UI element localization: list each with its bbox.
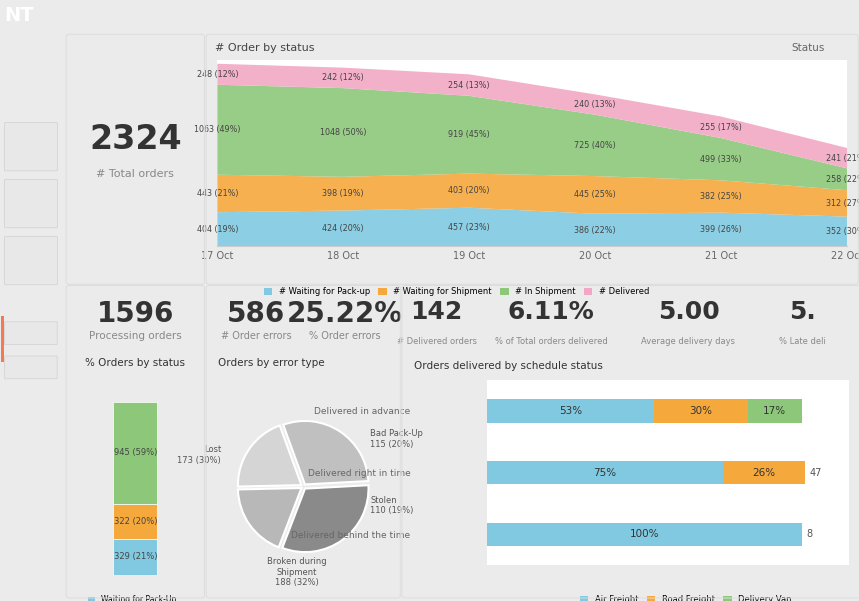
Text: % Orders by status: % Orders by status xyxy=(85,358,186,368)
Text: 248 (12%): 248 (12%) xyxy=(197,70,238,79)
Text: 2324: 2324 xyxy=(89,123,181,156)
FancyBboxPatch shape xyxy=(4,322,58,344)
Text: # Order errors: # Order errors xyxy=(221,331,291,341)
FancyBboxPatch shape xyxy=(4,179,58,228)
Text: 1063 (49%): 1063 (49%) xyxy=(194,125,241,134)
Text: 404 (19%): 404 (19%) xyxy=(197,225,238,234)
Bar xyxy=(748,399,801,423)
Text: Orders delivered by schedule status: Orders delivered by schedule status xyxy=(414,361,603,371)
Text: 25.22%: 25.22% xyxy=(287,300,403,328)
Text: 255 (17%): 255 (17%) xyxy=(700,123,742,132)
Text: 242 (12%): 242 (12%) xyxy=(322,73,364,82)
Text: 382 (25%): 382 (25%) xyxy=(700,192,742,201)
Text: 5.00: 5.00 xyxy=(658,300,719,323)
Text: 329 (21%): 329 (21%) xyxy=(113,552,157,561)
Text: 403 (20%): 403 (20%) xyxy=(448,186,490,195)
Text: 322 (20%): 322 (20%) xyxy=(113,517,157,526)
Text: 445 (25%): 445 (25%) xyxy=(574,191,616,200)
Text: Average delivery days: Average delivery days xyxy=(642,337,735,346)
Text: 240 (13%): 240 (13%) xyxy=(575,100,616,109)
Text: 586: 586 xyxy=(227,300,285,328)
Text: 443 (21%): 443 (21%) xyxy=(197,189,238,198)
Legend: # Waiting for Pack-up, # Waiting for Shipment, # In Shipment, # Delivered: # Waiting for Pack-up, # Waiting for Shi… xyxy=(260,284,653,300)
Bar xyxy=(487,461,723,484)
Legend: Waiting for Pack-Up, Waiting for Shipment, In Shipment: Waiting for Pack-Up, Waiting for Shipmen… xyxy=(85,592,186,601)
Text: 26%: 26% xyxy=(752,468,776,478)
Text: 17%: 17% xyxy=(764,406,786,416)
Text: 352 (30%): 352 (30%) xyxy=(826,227,859,236)
Text: Lost
173 (30%): Lost 173 (30%) xyxy=(177,445,221,465)
Text: 47: 47 xyxy=(809,468,822,478)
Text: 258 (22%): 258 (22%) xyxy=(826,175,859,184)
Text: 386 (22%): 386 (22%) xyxy=(575,225,616,234)
Text: # Total orders: # Total orders xyxy=(96,169,174,179)
Text: % Order errors: % Order errors xyxy=(309,331,381,341)
Bar xyxy=(113,401,157,504)
Legend: Air Freight, Road Freight, Delivery Van: Air Freight, Road Freight, Delivery Van xyxy=(576,592,795,601)
Text: 919 (45%): 919 (45%) xyxy=(448,130,490,139)
Text: Processing orders: Processing orders xyxy=(89,331,181,341)
Text: 945 (59%): 945 (59%) xyxy=(113,448,157,457)
Text: 100%: 100% xyxy=(630,529,659,540)
FancyBboxPatch shape xyxy=(4,236,58,285)
Text: 8: 8 xyxy=(807,529,813,540)
Text: 30%: 30% xyxy=(690,406,712,416)
Text: % of Total orders delivered: % of Total orders delivered xyxy=(495,337,607,346)
Wedge shape xyxy=(283,421,369,484)
Bar xyxy=(654,399,748,423)
Bar xyxy=(1,316,3,362)
Text: 1048 (50%): 1048 (50%) xyxy=(320,128,367,137)
Wedge shape xyxy=(238,426,302,487)
Wedge shape xyxy=(238,488,302,548)
Text: 241 (21%): 241 (21%) xyxy=(826,154,859,163)
Text: 398 (19%): 398 (19%) xyxy=(322,189,364,198)
Text: % Late deli: % Late deli xyxy=(779,337,826,346)
Text: 725 (40%): 725 (40%) xyxy=(574,141,616,150)
Bar xyxy=(487,523,801,546)
Text: 424 (20%): 424 (20%) xyxy=(322,224,364,233)
FancyBboxPatch shape xyxy=(4,123,58,171)
Bar xyxy=(723,461,805,484)
Text: 5.: 5. xyxy=(789,300,816,323)
Text: # Delivered orders: # Delivered orders xyxy=(397,337,477,346)
Text: 457 (23%): 457 (23%) xyxy=(448,222,490,231)
Text: 1596: 1596 xyxy=(96,300,174,328)
Text: 499 (33%): 499 (33%) xyxy=(700,154,742,163)
Text: 142: 142 xyxy=(411,300,463,323)
Text: 254 (13%): 254 (13%) xyxy=(448,81,490,90)
Bar xyxy=(487,399,654,423)
Text: NT: NT xyxy=(4,6,34,25)
Text: 53%: 53% xyxy=(559,406,582,416)
Text: # Order by status: # Order by status xyxy=(216,43,314,53)
Text: Orders by error type: Orders by error type xyxy=(218,358,325,368)
Text: 6.11%: 6.11% xyxy=(508,300,594,323)
Wedge shape xyxy=(283,485,369,552)
Text: 399 (26%): 399 (26%) xyxy=(700,225,742,234)
Text: 312 (27%): 312 (27%) xyxy=(826,199,859,208)
Text: 75%: 75% xyxy=(594,468,617,478)
FancyBboxPatch shape xyxy=(4,356,58,379)
Text: Status: Status xyxy=(791,43,825,53)
Text: Bad Pack-Up
115 (20%): Bad Pack-Up 115 (20%) xyxy=(370,429,423,448)
Bar xyxy=(113,539,157,575)
Text: Stolen
110 (19%): Stolen 110 (19%) xyxy=(370,496,413,515)
Text: Broken during
Shipment
188 (32%): Broken during Shipment 188 (32%) xyxy=(267,557,327,587)
Bar xyxy=(113,504,157,539)
